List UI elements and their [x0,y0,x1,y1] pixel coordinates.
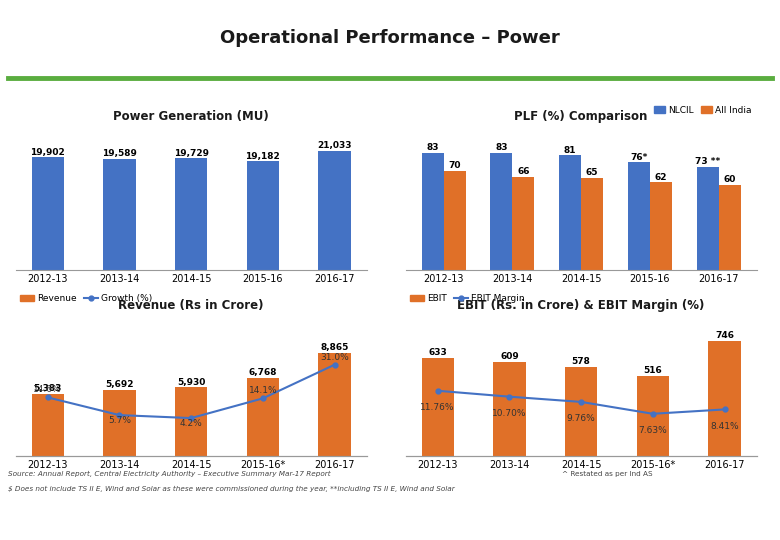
Text: 60: 60 [724,176,736,184]
Text: 5,930: 5,930 [177,377,205,387]
Text: Revenue (Rs in Crore): Revenue (Rs in Crore) [119,299,264,312]
Bar [175,388,207,456]
Text: 65: 65 [586,168,598,177]
Text: 66: 66 [517,167,530,176]
Text: $ Does not include TS II E, Wind and Solar as these were commissioned during the: $ Does not include TS II E, Wind and Sol… [8,487,455,492]
Bar [31,157,64,270]
Text: 81: 81 [564,146,576,154]
Text: 83: 83 [427,143,439,152]
Bar [493,362,526,456]
Bar [708,341,741,456]
Text: 19,729: 19,729 [174,148,208,158]
Text: 19,589: 19,589 [102,149,136,158]
Legend: Revenue, Growth (%): Revenue, Growth (%) [16,291,156,307]
Bar [628,163,650,270]
Text: 73 **: 73 ** [695,157,720,166]
Legend: NLCIL, All India: NLCIL, All India [651,102,756,118]
Text: Source: Annual Report, Central Electricity Authority – Executive Summary Mar-17 : Source: Annual Report, Central Electrici… [8,471,331,477]
Legend: EBIT, EBIT Margin: EBIT, EBIT Margin [406,291,529,307]
Text: ^ Restated as per Ind AS: ^ Restated as per Ind AS [562,471,652,477]
Text: 8,865: 8,865 [321,343,349,353]
Bar [697,167,718,270]
Text: 5,383: 5,383 [34,384,62,393]
Text: Power Generation (MU): Power Generation (MU) [113,110,269,123]
Text: November-2017: November-2017 [577,512,672,525]
Bar [491,153,512,270]
Text: 5,692: 5,692 [105,380,133,389]
Text: 609: 609 [500,352,519,361]
Text: 6,768: 6,768 [249,368,277,377]
Bar [421,359,454,456]
Bar [421,153,444,270]
Bar [512,177,534,270]
Text: 633: 633 [428,348,447,357]
Bar [650,183,672,270]
Text: NLC India Limited: NLC India Limited [16,512,133,525]
Text: 17: 17 [745,512,764,526]
Bar [581,178,603,270]
Text: PLF (%) Comparison: PLF (%) Comparison [515,110,647,123]
Bar [246,161,279,270]
Text: 14.6%: 14.6% [34,386,62,394]
Text: 62: 62 [654,173,667,181]
Bar [31,394,64,456]
Bar [318,151,351,270]
Text: 21,033: 21,033 [317,141,352,150]
Text: 19,182: 19,182 [246,152,280,160]
Bar [636,376,669,456]
Text: 70: 70 [448,161,461,170]
Text: 11.76%: 11.76% [420,403,455,412]
Bar [559,156,581,270]
Text: 8.41%: 8.41% [711,422,739,431]
Text: 83: 83 [495,143,508,152]
Text: 31.0%: 31.0% [320,353,349,362]
Bar [444,171,466,270]
Bar [103,390,136,456]
Text: 19,902: 19,902 [30,147,65,157]
Text: 746: 746 [715,330,734,340]
Text: 10.70%: 10.70% [492,409,526,418]
Text: 76*: 76* [630,153,647,162]
Bar [175,158,207,270]
Text: 7.63%: 7.63% [639,426,667,435]
Text: 516: 516 [644,366,662,375]
Text: 14.1%: 14.1% [249,387,277,395]
Text: EBIT (Rs. in Crore) & EBIT Margin (%): EBIT (Rs. in Crore) & EBIT Margin (%) [457,299,705,312]
Bar [318,353,351,456]
Bar [565,367,597,456]
Text: 5.7%: 5.7% [108,416,131,425]
Text: 4.2%: 4.2% [179,419,203,428]
Text: 9.76%: 9.76% [567,414,595,423]
Text: 578: 578 [572,356,590,366]
Text: Operational Performance – Power: Operational Performance – Power [220,29,560,46]
Bar [103,159,136,270]
Bar [718,185,741,270]
Text: Corporate Presentation: Corporate Presentation [321,512,459,525]
Bar [246,377,279,456]
